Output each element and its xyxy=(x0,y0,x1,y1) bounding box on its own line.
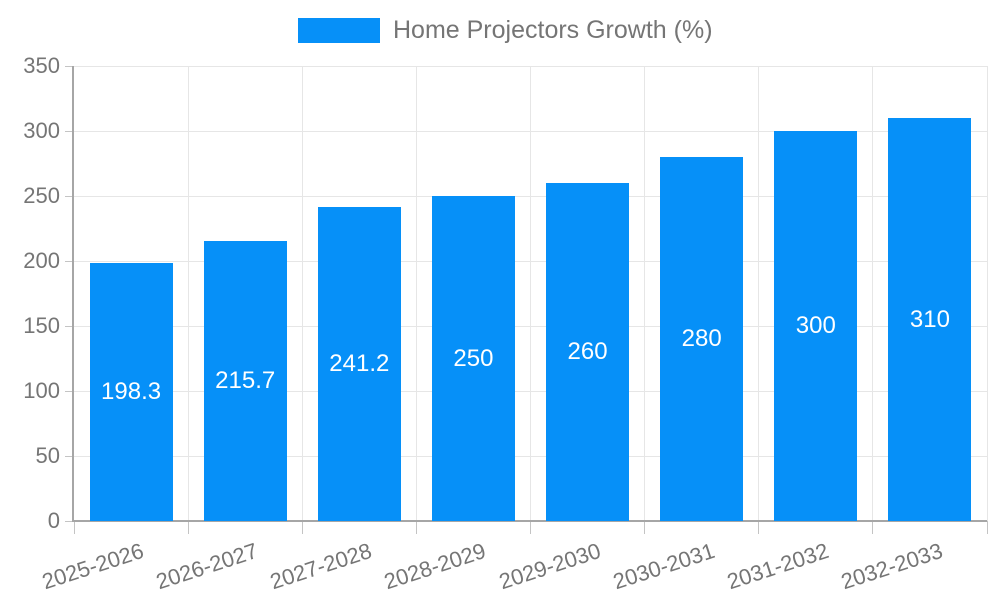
bar xyxy=(317,207,401,521)
y-tick-label: 0 xyxy=(47,508,60,533)
y-tick-label: 300 xyxy=(23,118,60,143)
y-tick-mark xyxy=(65,195,74,197)
bar-value-label: 198.3 xyxy=(101,378,162,406)
bar-value-label: 215.7 xyxy=(215,366,276,394)
bar-value-label: 280 xyxy=(681,325,722,352)
bar-value-label: 250 xyxy=(453,344,494,372)
legend-label: Home Projectors Growth (%) xyxy=(393,16,713,44)
legend: Home Projectors Growth (%) xyxy=(298,16,713,45)
x-tick-mark xyxy=(872,521,874,534)
bar-value-label: 260 xyxy=(567,338,608,365)
gridline-vertical xyxy=(644,66,646,521)
y-tick-label: 350 xyxy=(23,53,60,78)
y-tick-label: 250 xyxy=(23,183,60,208)
bar xyxy=(888,118,972,521)
y-tick-mark xyxy=(65,65,74,67)
gridline-vertical xyxy=(415,66,417,521)
y-tick-label: 50 xyxy=(35,443,60,468)
y-tick-label: 100 xyxy=(23,378,60,403)
gridline-vertical xyxy=(758,66,760,521)
x-tick-mark xyxy=(644,521,646,534)
gridline-vertical xyxy=(530,66,531,521)
x-tick-mark xyxy=(758,521,760,534)
y-tick-mark xyxy=(65,520,74,522)
x-tick-mark xyxy=(415,521,417,534)
y-tick-label: 150 xyxy=(23,313,60,338)
x-tick-mark xyxy=(187,521,189,534)
y-tick-mark xyxy=(65,390,74,392)
y-tick-mark xyxy=(65,325,74,327)
bar-value-label: 241.2 xyxy=(329,350,390,378)
x-tick-mark xyxy=(530,521,531,534)
x-axis-line xyxy=(72,520,987,522)
x-tick-mark xyxy=(73,521,75,534)
bar-value-label: 310 xyxy=(909,305,950,333)
bar xyxy=(431,196,515,521)
gridline-vertical xyxy=(187,66,189,521)
legend-swatch xyxy=(298,18,380,43)
y-tick-mark xyxy=(65,130,74,132)
bar xyxy=(774,131,858,521)
bar xyxy=(660,157,744,521)
y-tick-label: 200 xyxy=(23,248,60,273)
gridline-vertical xyxy=(872,66,874,521)
bar xyxy=(89,263,173,521)
y-axis-line xyxy=(72,66,74,521)
gridline-vertical xyxy=(986,66,988,521)
x-tick-mark xyxy=(301,521,303,534)
y-tick-mark xyxy=(65,260,74,262)
x-tick-mark xyxy=(986,521,988,534)
bar xyxy=(546,183,630,521)
bar xyxy=(203,240,287,521)
bar-value-label: 300 xyxy=(795,312,836,339)
gridline-vertical xyxy=(301,66,303,521)
y-tick-mark xyxy=(65,455,74,457)
